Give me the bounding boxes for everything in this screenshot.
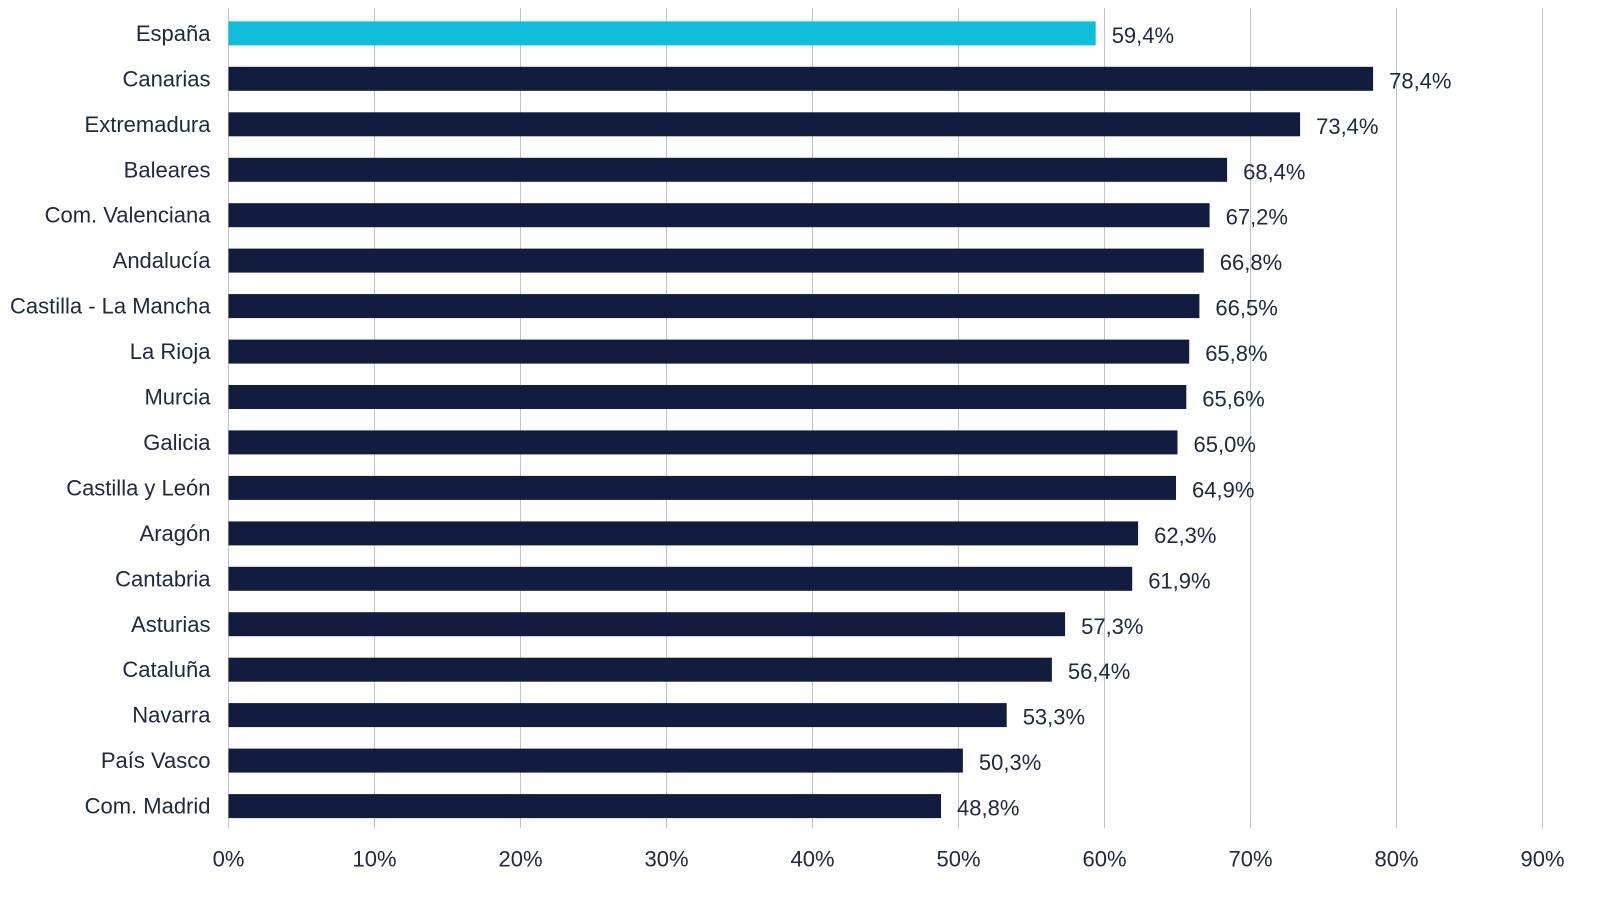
svg-text:Cantabria: Cantabria: [115, 566, 211, 591]
svg-text:66,5%: 66,5%: [1215, 296, 1277, 321]
svg-text:50%: 50%: [936, 847, 980, 872]
svg-text:0%: 0%: [213, 847, 245, 872]
svg-text:65,6%: 65,6%: [1202, 387, 1264, 412]
svg-text:62,3%: 62,3%: [1154, 523, 1216, 548]
svg-text:10%: 10%: [352, 847, 396, 872]
svg-text:La Rioja: La Rioja: [130, 339, 211, 364]
svg-text:Asturias: Asturias: [131, 612, 210, 637]
svg-text:Castilla y León: Castilla y León: [66, 475, 210, 500]
svg-text:50,3%: 50,3%: [979, 750, 1041, 775]
svg-text:Com. Valenciana: Com. Valenciana: [45, 203, 212, 228]
svg-text:Aragón: Aragón: [140, 521, 211, 546]
svg-text:90%: 90%: [1520, 847, 1564, 872]
svg-text:Galicia: Galicia: [143, 430, 211, 455]
svg-text:Baleares: Baleares: [124, 157, 211, 182]
svg-text:48,8%: 48,8%: [957, 796, 1019, 821]
svg-text:65,0%: 65,0%: [1194, 432, 1256, 457]
svg-text:56,4%: 56,4%: [1068, 659, 1130, 684]
svg-text:70%: 70%: [1228, 847, 1272, 872]
svg-text:61,9%: 61,9%: [1148, 568, 1210, 593]
svg-text:73,4%: 73,4%: [1316, 114, 1378, 139]
svg-text:Murcia: Murcia: [144, 385, 211, 410]
svg-text:80%: 80%: [1374, 847, 1418, 872]
svg-text:País Vasco: País Vasco: [101, 748, 211, 773]
svg-text:Andalucía: Andalucía: [113, 248, 212, 273]
svg-text:Navarra: Navarra: [132, 703, 211, 728]
svg-text:Extremadura: Extremadura: [85, 112, 212, 137]
svg-text:53,3%: 53,3%: [1023, 705, 1085, 730]
svg-text:20%: 20%: [498, 847, 542, 872]
svg-text:Cataluña: Cataluña: [122, 657, 211, 682]
svg-text:30%: 30%: [644, 847, 688, 872]
svg-text:68,4%: 68,4%: [1243, 159, 1305, 184]
svg-text:60%: 60%: [1082, 847, 1126, 872]
svg-text:Castilla - La Mancha: Castilla - La Mancha: [10, 294, 211, 319]
svg-text:65,8%: 65,8%: [1205, 341, 1267, 366]
svg-text:59,4%: 59,4%: [1112, 23, 1174, 48]
svg-text:64,9%: 64,9%: [1192, 477, 1254, 502]
svg-text:Canarias: Canarias: [122, 66, 210, 91]
svg-text:66,8%: 66,8%: [1220, 250, 1282, 275]
svg-text:67,2%: 67,2%: [1226, 205, 1288, 230]
svg-text:57,3%: 57,3%: [1081, 614, 1143, 639]
svg-text:78,4%: 78,4%: [1389, 68, 1451, 93]
svg-text:40%: 40%: [790, 847, 834, 872]
svg-text:Com. Madrid: Com. Madrid: [85, 794, 211, 819]
svg-text:España: España: [136, 21, 211, 46]
